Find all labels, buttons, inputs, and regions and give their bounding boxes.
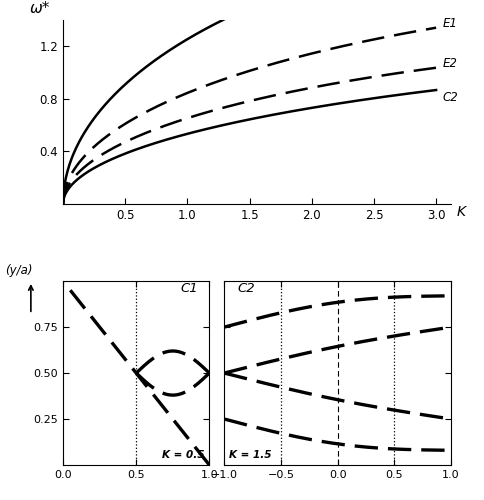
Text: C1: C1 [180, 282, 197, 295]
Text: (y/a): (y/a) [5, 264, 33, 277]
Text: C2: C2 [237, 282, 255, 295]
Text: K = 0.5: K = 0.5 [162, 450, 205, 460]
Text: E1: E1 [441, 18, 456, 30]
Text: K = 1.5: K = 1.5 [228, 450, 271, 460]
Y-axis label: ω*: ω* [30, 2, 50, 16]
Text: E2: E2 [441, 58, 456, 70]
Text: C2: C2 [441, 92, 457, 104]
Text: K: K [455, 204, 465, 218]
